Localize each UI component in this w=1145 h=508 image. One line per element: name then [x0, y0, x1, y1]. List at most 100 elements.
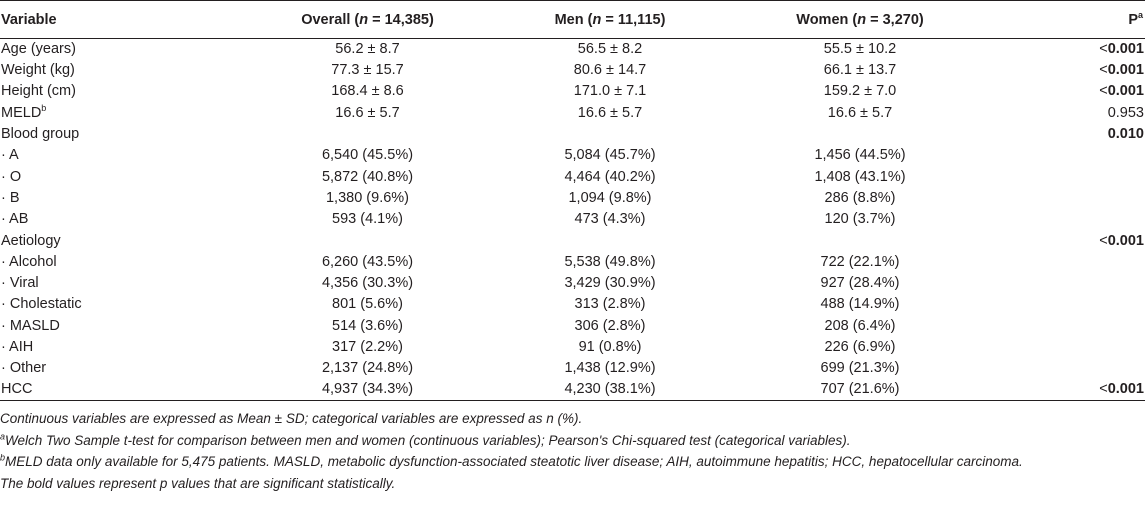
table-row: HCC 4,937 (34.3%) 4,230 (38.1%) 707 (21.6%)… — [0, 379, 1145, 402]
cell-men: 306 (2.8%) — [574, 317, 646, 334]
cell-p-value: <0.001 — [1099, 41, 1144, 57]
cell-women: 1,456 (44.5%) — [814, 147, 906, 164]
table-row: · Other 2,137 (24.8%) 1,438 (12.9%) 699 (21… — [0, 358, 1145, 379]
cell-overall: 4,937 (34.3%) — [250, 379, 485, 402]
cell-overall: 168.4 ± 8.6 — [331, 83, 404, 100]
cell-p-value: <0.001 — [985, 379, 1145, 402]
cell-variable: Height (cm) — [1, 83, 76, 100]
cell-variable: · Cholestatic — [1, 296, 82, 313]
footnote: Continuous variables are expressed as Me… — [0, 411, 583, 427]
cell-overall: 593 (4.1%) — [332, 211, 403, 228]
cell-variable: Weight (kg) — [1, 62, 75, 79]
table-row: Age (years) 56.2 ± 8.7 56.5 ± 8.2 55.5 ± 10… — [0, 39, 1145, 61]
cell-p-value — [985, 316, 1145, 337]
cell-men: 80.6 ± 14.7 — [573, 62, 647, 79]
table-row: · A 6,540 (45.5%) 5,084 (45.7%) 1,456 (44.5… — [0, 145, 1145, 166]
footnote: The bold values represent p values that … — [0, 475, 396, 491]
cell-variable: · O — [1, 168, 22, 185]
cell-men: 171.0 ± 7.1 — [573, 83, 647, 100]
cell-variable: · Viral — [1, 275, 39, 292]
header-women: Women (n = 3,270) — [735, 0, 985, 39]
cell-p-value — [985, 209, 1145, 230]
cell-men — [485, 230, 735, 251]
table-row: · Alcohol 6,260 (43.5%) 5,538 (49.8%) 722 (… — [0, 252, 1145, 273]
cell-overall: 317 (2.2%) — [332, 339, 403, 355]
cell-women: 699 (21.3%) — [820, 360, 900, 377]
cell-p-value: <0.001 — [1099, 83, 1144, 100]
footnote: bMELD data only available for 5,475 pati… — [0, 452, 1023, 470]
cell-variable: Aetiology — [1, 232, 61, 249]
cell-variable: · A — [1, 147, 19, 164]
cell-men — [485, 124, 735, 145]
cell-men: 1,438 (12.9%) — [564, 360, 656, 377]
cell-overall: 5,872 (40.8%) — [321, 168, 414, 185]
cell-women: 159.2 ± 7.0 — [823, 83, 897, 100]
table-row: Height (cm) 168.4 ± 8.6 171.0 ± 7.1 159.2 ±… — [0, 81, 1145, 102]
cell-women: 55.5 ± 10.2 — [823, 41, 897, 57]
cell-women — [735, 124, 985, 145]
cell-p-value — [985, 337, 1145, 358]
cell-variable: MELDb — [1, 102, 47, 121]
cell-women: 226 (6.9%) — [824, 339, 896, 355]
cell-overall — [250, 230, 485, 251]
cell-women: 927 (28.4%) — [820, 275, 900, 292]
cell-overall: 16.6 ± 5.7 — [335, 104, 400, 121]
cell-women: 120 (3.7%) — [824, 211, 896, 228]
cell-variable: · AIH — [1, 339, 34, 355]
cell-men: 56.5 ± 8.2 — [577, 41, 643, 57]
cell-women: 1,408 (43.1%) — [814, 168, 906, 185]
cell-women: 16.6 ± 5.7 — [827, 104, 893, 121]
cell-overall: 2,137 (24.8%) — [321, 360, 414, 377]
cell-women — [735, 230, 985, 251]
cell-overall: 801 (5.6%) — [332, 296, 403, 313]
cell-women: 208 (6.4%) — [824, 317, 896, 334]
cell-variable: · B — [1, 189, 20, 206]
cell-variable: · AB — [1, 211, 29, 228]
cell-men: 1,094 (9.8%) — [568, 189, 652, 206]
table-container: Variable Overall (n = 14,385) Men (n = 1… — [0, 0, 1145, 491]
cell-p-value: <0.001 — [1099, 232, 1144, 249]
cell-men: 3,429 (30.9%) — [564, 275, 656, 292]
cell-p-value — [985, 358, 1145, 379]
baseline-characteristics-table: Variable Overall (n = 14,385) Men (n = 1… — [0, 0, 1145, 402]
cell-men: 91 (0.8%) — [578, 339, 642, 355]
table-row: · Viral 4,356 (30.3%) 3,429 (30.9%) 927 (28… — [0, 273, 1145, 294]
table-header: Variable Overall (n = 14,385) Men (n = 1… — [0, 0, 1145, 39]
cell-men: 5,084 (45.7%) — [564, 147, 656, 164]
cell-men: 313 (2.8%) — [574, 296, 646, 313]
table-row: MELDb 16.6 ± 5.7 16.6 ± 5.7 16.6 ± 5.7 0.953 — [0, 103, 1145, 124]
footnote: aWelch Two Sample t-test for comparison … — [0, 431, 851, 448]
cell-p-value — [985, 166, 1145, 187]
cell-men: 4,230 (38.1%) — [485, 379, 735, 402]
cell-p-value — [985, 145, 1145, 166]
cell-men: 5,538 (49.8%) — [564, 253, 656, 270]
table-row: · Cholestatic 801 (5.6%) 313 (2.8%) 488 (14… — [0, 294, 1145, 315]
cell-overall: 6,540 (45.5%) — [321, 147, 414, 164]
cell-variable: · Alcohol — [1, 253, 57, 270]
cell-women: 722 (22.1%) — [820, 253, 900, 270]
cell-variable: Age (years) — [1, 41, 76, 57]
header-variable: Variable — [0, 0, 250, 39]
cell-overall: 4,356 (30.3%) — [321, 275, 414, 292]
cell-women: 66.1 ± 13.7 — [823, 62, 897, 79]
table-row: · O 5,872 (40.8%) 4,464 (40.2%) 1,408 (43.1… — [0, 166, 1145, 187]
table-row: · AB 593 (4.1%) 473 (4.3%) 120 (3.7%) — [0, 209, 1145, 230]
cell-men: 473 (4.3%) — [574, 211, 646, 228]
cell-p-value — [985, 252, 1145, 273]
cell-variable: · Other — [1, 360, 47, 377]
cell-women: 707 (21.6%) — [735, 379, 985, 402]
header-overall: Overall (n = 14,385) — [250, 0, 485, 39]
cell-overall: 514 (3.6%) — [332, 317, 403, 334]
cell-p-value — [985, 188, 1145, 209]
cell-variable: Blood group — [1, 126, 80, 143]
cell-p-value: 0.953 — [1107, 104, 1144, 121]
header-p-value: Pa — [985, 0, 1145, 39]
cell-overall: 1,380 (9.6%) — [325, 189, 410, 206]
table-row: Weight (kg) 77.3 ± 15.7 80.6 ± 14.7 66.1 ± … — [0, 60, 1145, 81]
cell-men: 16.6 ± 5.7 — [577, 104, 643, 121]
header-men: Men (n = 11,115) — [485, 0, 735, 39]
table-body: Age (years) 56.2 ± 8.7 56.5 ± 8.2 55.5 ± 10… — [0, 39, 1145, 402]
header-row: Variable Overall (n = 14,385) Men (n = 1… — [0, 0, 1145, 39]
cell-overall: 56.2 ± 8.7 — [335, 41, 400, 57]
table-row: Aetiology <0.001 — [0, 230, 1145, 251]
